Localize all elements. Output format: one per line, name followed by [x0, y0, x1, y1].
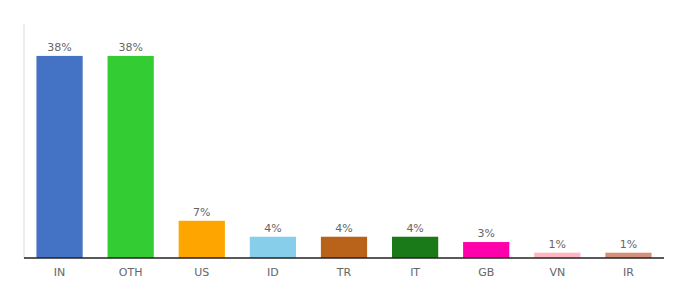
bar	[179, 221, 225, 258]
data-label: 38%	[47, 41, 71, 54]
x-tick-label: IT	[410, 266, 420, 279]
x-tick-label: IN	[54, 266, 65, 279]
data-label: 7%	[193, 206, 210, 219]
bar	[605, 253, 651, 258]
x-tick-label: GB	[478, 266, 494, 279]
bar	[463, 242, 509, 258]
chart-container: 38% 38% 7% 4% 4% 4% 3% 1% 1% IN OTH US ID TR IT GB VN IR	[0, 0, 680, 300]
data-label: 4%	[406, 222, 423, 235]
bar	[36, 56, 82, 258]
bars	[36, 56, 651, 258]
data-label: 4%	[264, 222, 281, 235]
x-tick-label: OTH	[119, 266, 143, 279]
x-tick-label: VN	[549, 266, 565, 279]
chart: 38% 38% 7% 4% 4% 4% 3% 1% 1% IN OTH US ID TR IT GB VN IR	[0, 0, 680, 300]
x-tick-label: TR	[336, 266, 352, 279]
data-label: 4%	[335, 222, 352, 235]
bar	[250, 237, 296, 258]
data-label: 38%	[118, 41, 142, 54]
data-label: 1%	[620, 238, 637, 251]
x-tick-label: US	[194, 266, 209, 279]
data-label: 3%	[477, 227, 494, 240]
bar	[392, 237, 438, 258]
x-tick-label: IR	[623, 266, 634, 279]
y-axis-line	[24, 24, 25, 258]
data-label: 1%	[549, 238, 566, 251]
x-axis-line	[24, 257, 664, 259]
bar	[534, 253, 580, 258]
bar	[321, 237, 367, 258]
x-tick-label: ID	[267, 266, 279, 279]
bar	[108, 56, 154, 258]
